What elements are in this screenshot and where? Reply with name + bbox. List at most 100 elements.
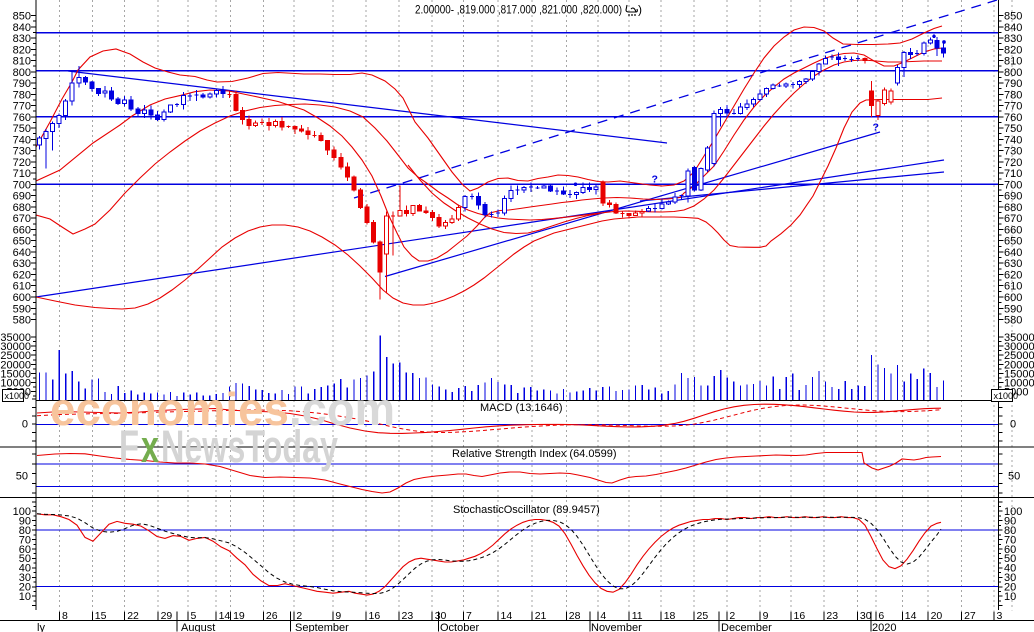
svg-text:630: 630: [13, 258, 31, 270]
svg-text:80: 80: [1004, 525, 1016, 537]
svg-text:22: 22: [127, 610, 139, 622]
svg-text:StochasticOscillator (89.9457): StochasticOscillator (89.9457): [453, 504, 600, 516]
svg-text:9: 9: [763, 610, 769, 622]
svg-text:660: 660: [1004, 224, 1022, 236]
svg-text:50: 50: [1004, 553, 1016, 565]
svg-text:August: August: [181, 622, 215, 632]
svg-text:25000: 25000: [1004, 350, 1034, 362]
svg-text:MACD (13.1646): MACD (13.1646): [480, 402, 563, 414]
svg-text:30000: 30000: [0, 341, 31, 353]
svg-text:): ): [638, 3, 642, 17]
svg-text:800: 800: [1004, 67, 1022, 79]
svg-text:850: 850: [1004, 11, 1022, 23]
svg-text:economies: economies: [50, 383, 289, 435]
svg-text:840: 840: [13, 22, 31, 34]
svg-text:2020: 2020: [872, 622, 896, 632]
svg-text:.com: .com: [289, 383, 395, 435]
svg-text:600: 600: [1004, 292, 1022, 304]
svg-text:770: 770: [13, 101, 31, 113]
svg-text:80: 80: [19, 525, 31, 537]
svg-text:590: 590: [1004, 303, 1022, 315]
svg-text:15000: 15000: [1004, 368, 1034, 380]
svg-text:830: 830: [1004, 33, 1022, 45]
svg-text:100: 100: [13, 506, 31, 518]
svg-text:50: 50: [19, 553, 31, 565]
svg-text:35000: 35000: [0, 332, 31, 344]
svg-text:7: 7: [466, 610, 472, 622]
svg-text:90: 90: [1004, 515, 1016, 527]
svg-text:630: 630: [1004, 258, 1022, 270]
svg-text:750: 750: [13, 123, 31, 135]
svg-text:25000: 25000: [0, 350, 31, 362]
svg-text:40: 40: [19, 563, 31, 575]
svg-text:19: 19: [233, 610, 245, 622]
svg-text:820: 820: [13, 44, 31, 56]
svg-text:790: 790: [13, 78, 31, 90]
svg-text:600: 600: [13, 292, 31, 304]
svg-text:x: x: [141, 421, 159, 472]
svg-text:710: 710: [13, 168, 31, 180]
svg-text:F: F: [119, 421, 139, 472]
svg-text:28: 28: [569, 610, 581, 622]
svg-text:35000: 35000: [1004, 332, 1034, 344]
svg-text:10000: 10000: [1004, 377, 1034, 389]
svg-text:5: 5: [191, 610, 197, 622]
svg-text:14: 14: [905, 610, 917, 622]
svg-text:730: 730: [13, 146, 31, 158]
svg-text:20000: 20000: [0, 359, 31, 371]
svg-text:November: November: [591, 622, 642, 632]
svg-text:640: 640: [13, 247, 31, 259]
svg-text:29: 29: [161, 610, 173, 622]
svg-text:60: 60: [19, 544, 31, 556]
svg-text:680: 680: [1004, 202, 1022, 214]
svg-text:680: 680: [13, 202, 31, 214]
svg-text:60: 60: [1004, 544, 1016, 556]
svg-text:4: 4: [600, 610, 606, 622]
svg-text:670: 670: [13, 213, 31, 225]
svg-text:800: 800: [13, 67, 31, 79]
svg-text:760: 760: [13, 112, 31, 124]
svg-text:620: 620: [1004, 270, 1022, 282]
svg-text:18: 18: [664, 610, 676, 622]
svg-text:20: 20: [931, 610, 943, 622]
svg-text:30: 30: [435, 610, 447, 622]
svg-text:700: 700: [1004, 179, 1022, 191]
svg-text:23: 23: [826, 610, 838, 622]
svg-text:700: 700: [13, 179, 31, 191]
svg-text:650: 650: [13, 236, 31, 248]
svg-text:10: 10: [19, 591, 31, 603]
svg-text:100: 100: [1004, 506, 1022, 518]
svg-text:9: 9: [335, 610, 341, 622]
svg-text:15: 15: [95, 610, 107, 622]
svg-text:10000: 10000: [0, 377, 31, 389]
svg-text:790: 790: [1004, 78, 1022, 90]
svg-text:16: 16: [369, 610, 381, 622]
svg-text:610: 610: [1004, 281, 1022, 293]
svg-text:x1000: x1000: [994, 391, 1019, 401]
svg-text:6: 6: [878, 610, 884, 622]
svg-text:90: 90: [19, 515, 31, 527]
svg-text:820: 820: [1004, 44, 1022, 56]
svg-text:750: 750: [1004, 123, 1022, 135]
svg-text:720: 720: [1004, 157, 1022, 169]
svg-text:840: 840: [1004, 22, 1022, 34]
svg-text:740: 740: [1004, 134, 1022, 146]
svg-text:2: 2: [729, 610, 735, 622]
svg-text:780: 780: [1004, 89, 1022, 101]
svg-text:40: 40: [1004, 563, 1016, 575]
svg-text:ly: ly: [37, 622, 45, 632]
svg-text:0: 0: [22, 418, 28, 430]
svg-text:760: 760: [1004, 112, 1022, 124]
svg-text:730: 730: [1004, 146, 1022, 158]
svg-text:27: 27: [964, 610, 976, 622]
svg-text:11: 11: [632, 610, 643, 622]
svg-text:16: 16: [794, 610, 806, 622]
svg-text:780: 780: [13, 89, 31, 101]
svg-text:810: 810: [1004, 56, 1022, 68]
svg-text:770: 770: [1004, 101, 1022, 113]
svg-text:23: 23: [402, 610, 414, 622]
svg-text:3: 3: [997, 610, 1003, 622]
svg-text:50: 50: [1008, 470, 1020, 482]
svg-text:710: 710: [1004, 168, 1022, 180]
svg-text:20000: 20000: [1004, 359, 1034, 371]
